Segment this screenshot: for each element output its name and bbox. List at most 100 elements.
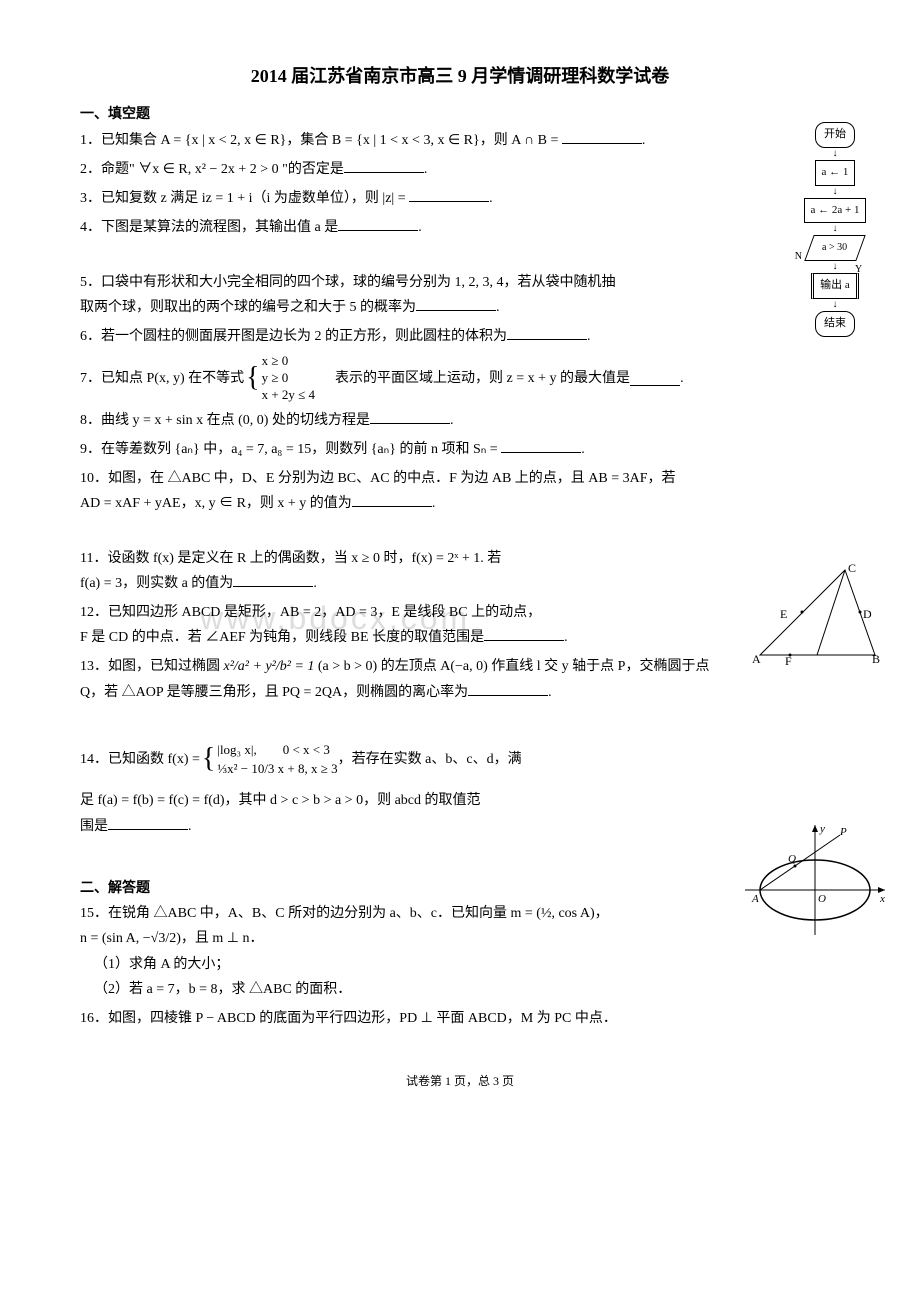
label-a: A (752, 652, 761, 666)
problem-7a-text: 7．已知点 P(x, y) 在不等式 (80, 366, 244, 391)
blank (468, 681, 548, 696)
blank (344, 158, 424, 173)
section-1-header: 一、填空题 (80, 102, 840, 127)
flow-y: Y (855, 262, 862, 280)
problem-3-text: 3．已知复数 z 满足 iz = 1 + i（i 为虚数单位），则 |z| = (80, 191, 409, 206)
problem-5: 5．口袋中有形状和大小完全相同的四个球，球的编号分别为 1, 2, 3, 4，若… (80, 270, 840, 320)
problem-15: 15．在锐角 △ABC 中，A、B、C 所对的边分别为 a、b、c．已知向量 m… (80, 901, 840, 1002)
problem-15a-text: 15．在锐角 △ABC 中，A、B、C 所对的边分别为 a、b、c．已知向量 m… (80, 906, 609, 921)
problem-12b-text: F 是 CD 的中点．若 ∠AEF 为钝角，则线段 BE 长度的取值范围是 (80, 630, 484, 645)
arrow-icon: ↓ (780, 301, 890, 309)
flow-step2: a ← 2a + 1 (804, 198, 867, 224)
problem-14: 14．已知函数 f(x) = { |log₃ x|, 0 < x < 3 ⅓x²… (80, 734, 840, 784)
page-title: 2014 届江苏省南京市高三 9 月学情调研理科数学试卷 (80, 60, 840, 92)
blank (562, 129, 642, 144)
problem-13b-text: (a > b > 0) 的左顶点 A(−a, 0) 作直线 l 交 y 轴于点 … (318, 659, 710, 674)
problem-1-text: 1．已知集合 A = {x | x < 2, x ∈ R}，集合 B = {x … (80, 133, 562, 148)
problem-10b-text: AD = xAF + yAE，x, y ∈ R，则 x + y 的值为 (80, 496, 352, 511)
problem-13c-text: Q，若 △AOP 是等腰三角形，且 PQ = 2QA，则椭圆的离心率为 (80, 685, 468, 700)
problem-16-text: 16．如图，四棱锥 P − ABCD 的底面为平行四边形，PD ⊥ 平面 ABC… (80, 1011, 617, 1026)
label-b: B (872, 652, 880, 666)
blank (416, 296, 496, 311)
blank (501, 438, 581, 453)
label-c: C (848, 561, 856, 575)
problem-11b-text: f(a) = 3，则实数 a 的值为 (80, 576, 233, 591)
problem-5a-text: 5．口袋中有形状和大小完全相同的四个球，球的编号分别为 1, 2, 3, 4，若… (80, 275, 616, 290)
problem-10: 10．如图，在 △ABC 中，D、E 分别为边 BC、AC 的中点．F 为边 A… (80, 466, 840, 516)
problem-10a-text: 10．如图，在 △ABC 中，D、E 分别为边 BC、AC 的中点．F 为边 A… (80, 471, 676, 486)
problem-2: 2．命题" ∀x ∈ R, x² − 2x + 2 > 0 "的否定是. (80, 157, 840, 182)
blank (338, 216, 418, 231)
flow-n: N (795, 248, 802, 266)
inequality-system: x ≥ 0 y ≥ 0 x + 2y ≤ 4 (262, 353, 315, 404)
blank (352, 492, 432, 507)
problem-11: 11．设函数 f(x) 是定义在 R 上的偶函数，当 x ≥ 0 时，f(x) … (80, 546, 840, 596)
label-a: A (751, 893, 759, 905)
sys-2: y ≥ 0 (262, 370, 289, 385)
triangle-figure: C A B E D F (750, 560, 880, 670)
blank (507, 325, 587, 340)
problem-6: 6．若一个圆柱的侧面展开图是边长为 2 的正方形，则此圆柱的体积为. (80, 324, 840, 349)
label-q: Q (788, 853, 796, 865)
ellipse-figure: A O P Q x y (740, 820, 890, 940)
blank (233, 572, 313, 587)
problem-4: 4．下图是某算法的流程图，其输出值 a 是. (80, 215, 840, 240)
problem-14b-text: ，若存在实数 a、b、c、d，满 (338, 747, 522, 772)
pw-1: |log₃ x|, 0 < x < 3 (217, 742, 330, 757)
problem-13a-text: 13．如图，已知过椭圆 (80, 659, 220, 674)
flow-step1: a ← 1 (815, 160, 856, 186)
blank (630, 371, 680, 386)
problem-1: 1．已知集合 A = {x | x < 2, x ∈ R}，集合 B = {x … (80, 128, 840, 153)
pw-2: ⅓x² − 10/3 x + 8, x ≥ 3 (217, 761, 337, 776)
blank (370, 409, 450, 424)
problem-15d-text: （2）若 a = 7，b = 8，求 △ABC 的面积． (94, 977, 840, 1002)
blank (108, 815, 188, 830)
problem-16: 16．如图，四棱锥 P − ABCD 的底面为平行四边形，PD ⊥ 平面 ABC… (80, 1006, 840, 1031)
flow-end: 结束 (815, 311, 855, 337)
label-p: P (839, 826, 847, 838)
piecewise-system: |log₃ x|, 0 < x < 3 ⅓x² − 10/3 x + 8, x … (217, 740, 337, 779)
problem-15c-text: （1）求角 A 的大小； (94, 952, 840, 977)
label-x: x (879, 893, 885, 905)
label-e: E (780, 607, 787, 621)
brace-left: { (202, 734, 215, 784)
flow-cond: N a > 30 Y (804, 235, 865, 261)
flow-cond-text: a > 30 (822, 239, 847, 257)
problem-11a-text: 11．设函数 f(x) 是定义在 R 上的偶函数，当 x ≥ 0 时，f(x) … (80, 551, 501, 566)
sys-3: x + 2y ≤ 4 (262, 387, 315, 402)
problem-3: 3．已知复数 z 满足 iz = 1 + i（i 为虚数单位），则 |z| = … (80, 186, 840, 211)
problem-5b-text: 取两个球，则取出的两个球的编号之和大于 5 的概率为 (80, 300, 416, 315)
arrow-icon: ↓ (780, 188, 890, 196)
flow-start: 开始 (815, 122, 855, 148)
problem-9: 9．在等差数列 {aₙ} 中，a₄ = 7, a₈ = 15，则数列 {aₙ} … (80, 437, 840, 462)
problem-14a-text: 14．已知函数 f(x) = (80, 747, 200, 772)
section-2-header: 二、解答题 (80, 876, 840, 901)
problem-15b-text: n = (sin A, −√3/2)，且 m ⊥ n． (80, 931, 263, 946)
label-o: O (818, 893, 826, 905)
problem-12: 12．已知四边形 ABCD 是矩形，AB = 2，AD = 3，E 是线段 BC… (80, 600, 840, 650)
problem-14c-text: 足 f(a) = f(b) = f(c) = f(d)，其中 d > c > b… (80, 793, 481, 808)
problem-7b-text: 表示的平面区域上运动，则 z = x + y 的最大值是 (335, 366, 630, 391)
problem-14d-text: 围是 (80, 819, 108, 834)
brace-left: { (246, 353, 259, 403)
label-y: y (819, 823, 825, 835)
problem-7: 7．已知点 P(x, y) 在不等式 { x ≥ 0 y ≥ 0 x + 2y … (80, 353, 840, 404)
page-footer: 试卷第 1 页，总 3 页 (80, 1071, 840, 1093)
problem-9-text: 9．在等差数列 {aₙ} 中，a₄ = 7, a₈ = 15，则数列 {aₙ} … (80, 442, 501, 457)
arrow-icon: ↓ (780, 225, 890, 233)
arrow-icon: ↓ (780, 150, 890, 158)
problem-6-text: 6．若一个圆柱的侧面展开图是边长为 2 的正方形，则此圆柱的体积为 (80, 329, 507, 344)
problem-8-text: 8．曲线 y = x + sin x 在点 (0, 0) 处的切线方程是 (80, 413, 370, 428)
problem-12a-text: 12．已知四边形 ABCD 是矩形，AB = 2，AD = 3，E 是线段 BC… (80, 605, 541, 620)
problem-2-text: 2．命题" ∀x ∈ R, x² − 2x + 2 > 0 "的否定是 (80, 162, 344, 177)
problem-8: 8．曲线 y = x + sin x 在点 (0, 0) 处的切线方程是. (80, 408, 840, 433)
problem-4-text: 4．下图是某算法的流程图，其输出值 a 是 (80, 220, 338, 235)
problem-14-cont: 足 f(a) = f(b) = f(c) = f(d)，其中 d > c > b… (80, 788, 840, 838)
sys-1: x ≥ 0 (262, 353, 289, 368)
flowchart: 开始 ↓ a ← 1 ↓ a ← 2a + 1 ↓ N a > 30 Y ↓ 输… (780, 120, 890, 339)
flow-output: 输出 a (811, 273, 859, 299)
ellipse-eq: x²/a² + y²/b² = 1 (224, 659, 315, 674)
blank (484, 626, 564, 641)
problem-13: 13．如图，已知过椭圆 x²/a² + y²/b² = 1 (a > b > 0… (80, 654, 840, 704)
label-d: D (863, 607, 872, 621)
